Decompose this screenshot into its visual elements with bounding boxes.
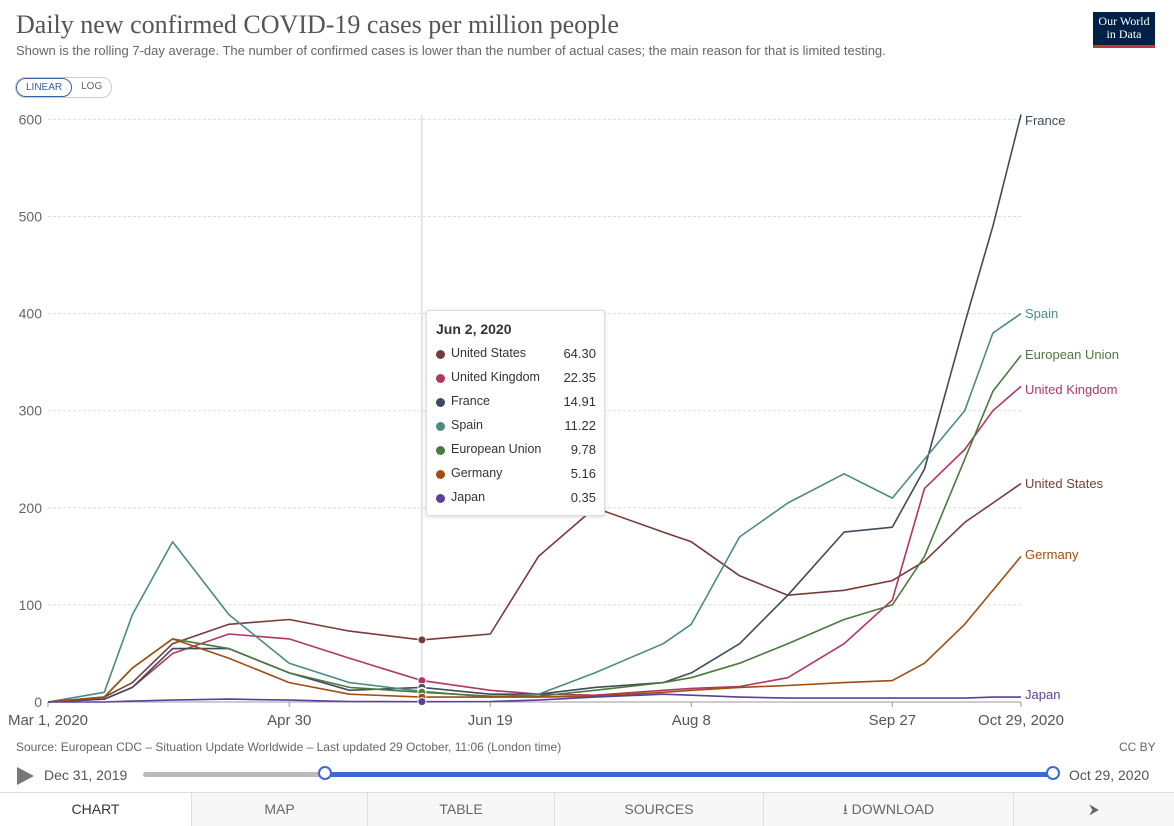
timeline-start-label: Dec 31, 2019 [44,767,128,783]
tooltip-series-name: France [451,394,490,408]
x-tick-label: Apr 30 [267,712,311,729]
tooltip-series-name: United Kingdom [451,370,540,384]
tooltip-series-dot [436,398,445,407]
linear-scale-button[interactable]: LINEAR [16,78,73,97]
logo-line-1: Our World [1098,14,1150,28]
tooltip-series-value: 11.22 [564,418,596,433]
tab-chart[interactable]: CHART [0,793,192,826]
series-line-france[interactable] [47,114,1022,703]
tab-download[interactable]: ⭳ DOWNLOAD [764,793,1014,826]
tooltip-row: United States 64.30 [436,345,596,365]
y-tick-label: 400 [19,306,43,322]
x-tick-label: Oct 29, 2020 [978,712,1064,729]
tab-download-label: DOWNLOAD [851,801,935,817]
series-end-label[interactable]: Germany [1025,547,1079,562]
y-tick-label: 300 [19,403,43,419]
tooltip-row: European Union 9.78 [436,441,596,461]
tab-map[interactable]: MAP [192,793,368,826]
timeline-end-handle[interactable] [1046,766,1060,780]
license-link[interactable]: CC BY [1119,740,1156,754]
tooltip-row: Spain 11.22 [436,417,596,437]
download-icon: ⭳ [842,801,848,817]
tooltip-series-name: Spain [451,418,483,432]
tooltip-series-dot [436,350,445,359]
y-tick-label: 600 [19,111,43,127]
tooltip-series-value: 9.78 [570,442,596,457]
tooltip-row: France 14.91 [436,393,596,413]
bottom-tab-bar: CHART MAP TABLE SOURCES ⭳ DOWNLOAD ⮞ [0,792,1174,826]
series-end-label[interactable]: Japan [1025,687,1060,702]
chart-title: Daily new confirmed COVID-19 cases per m… [16,10,619,39]
y-tick-label: 200 [19,500,43,516]
y-tick-label: 500 [19,209,43,225]
tooltip-series-value: 64.30 [563,346,596,361]
logo-line-2: in Data [1106,27,1142,41]
series-end-label[interactable]: European Union [1025,347,1119,362]
tooltip-series-name: European Union [451,442,542,456]
hover-point [417,635,427,645]
series-end-label[interactable]: Spain [1025,306,1058,321]
tab-table[interactable]: TABLE [368,793,555,826]
tooltip-series-name: United States [451,346,527,360]
tooltip-series-value: 22.35 [563,370,596,385]
tooltip-row: United Kingdom 22.35 [436,369,596,389]
series-line-united-states[interactable] [47,482,1022,703]
y-tick-label: 0 [34,694,42,710]
log-scale-button[interactable]: LOG [81,81,103,92]
series-line-germany[interactable] [47,555,1022,703]
chart-subtitle: Shown is the rolling 7-day average. The … [16,43,886,58]
tooltip-row: Germany 5.16 [436,465,596,485]
series-end-label[interactable]: United Kingdom [1025,382,1118,397]
hover-point [417,697,427,707]
timeline-start-handle[interactable] [318,766,332,780]
share-icon: ⮞ [1088,801,1100,817]
tooltip-series-value: 0.35 [570,490,596,505]
tooltip-series-dot [436,422,445,431]
x-tick-label: Jun 19 [468,712,513,729]
source-note: Source: European CDC – Situation Update … [16,740,562,754]
scale-toggle: LINEAR LOG [15,77,113,98]
play-icon[interactable] [17,767,34,785]
tooltip-row: Japan 0.35 [436,489,596,509]
tooltip-series-name: Germany [451,466,503,480]
x-tick-label: Sep 27 [869,712,917,729]
tooltip-series-dot [436,494,445,503]
tooltip-series-value: 14.91 [563,394,596,409]
tooltip-series-value: 5.16 [570,466,596,481]
x-tick-label: Aug 8 [672,712,711,729]
tooltip-series-name: Japan [451,490,486,504]
tooltip-series-dot [436,470,445,479]
timeline-selected-range [325,772,1053,777]
y-tick-label: 100 [19,597,43,613]
series-end-label[interactable]: France [1025,113,1065,128]
tooltip-series-dot [436,374,445,383]
tooltip-date: Jun 2, 2020 [436,321,512,337]
tooltip-series-dot [436,446,445,455]
tab-sources[interactable]: SOURCES [555,793,764,826]
series-line-japan[interactable] [48,693,1021,703]
hover-tooltip: Jun 2, 2020 United States 64.30 United Kin… [426,310,605,516]
series-end-label[interactable]: United States [1025,476,1104,491]
x-tick-label: Mar 1, 2020 [8,712,88,729]
series-line-united-kingdom[interactable] [47,385,1022,703]
timeline-end-label: Oct 29, 2020 [1069,767,1150,783]
tab-share[interactable]: ⮞ [1014,793,1174,826]
series-line-spain[interactable] [47,312,1022,703]
series-line-european-union[interactable] [47,354,1022,703]
owid-logo[interactable]: Our World in Data [1093,12,1155,48]
